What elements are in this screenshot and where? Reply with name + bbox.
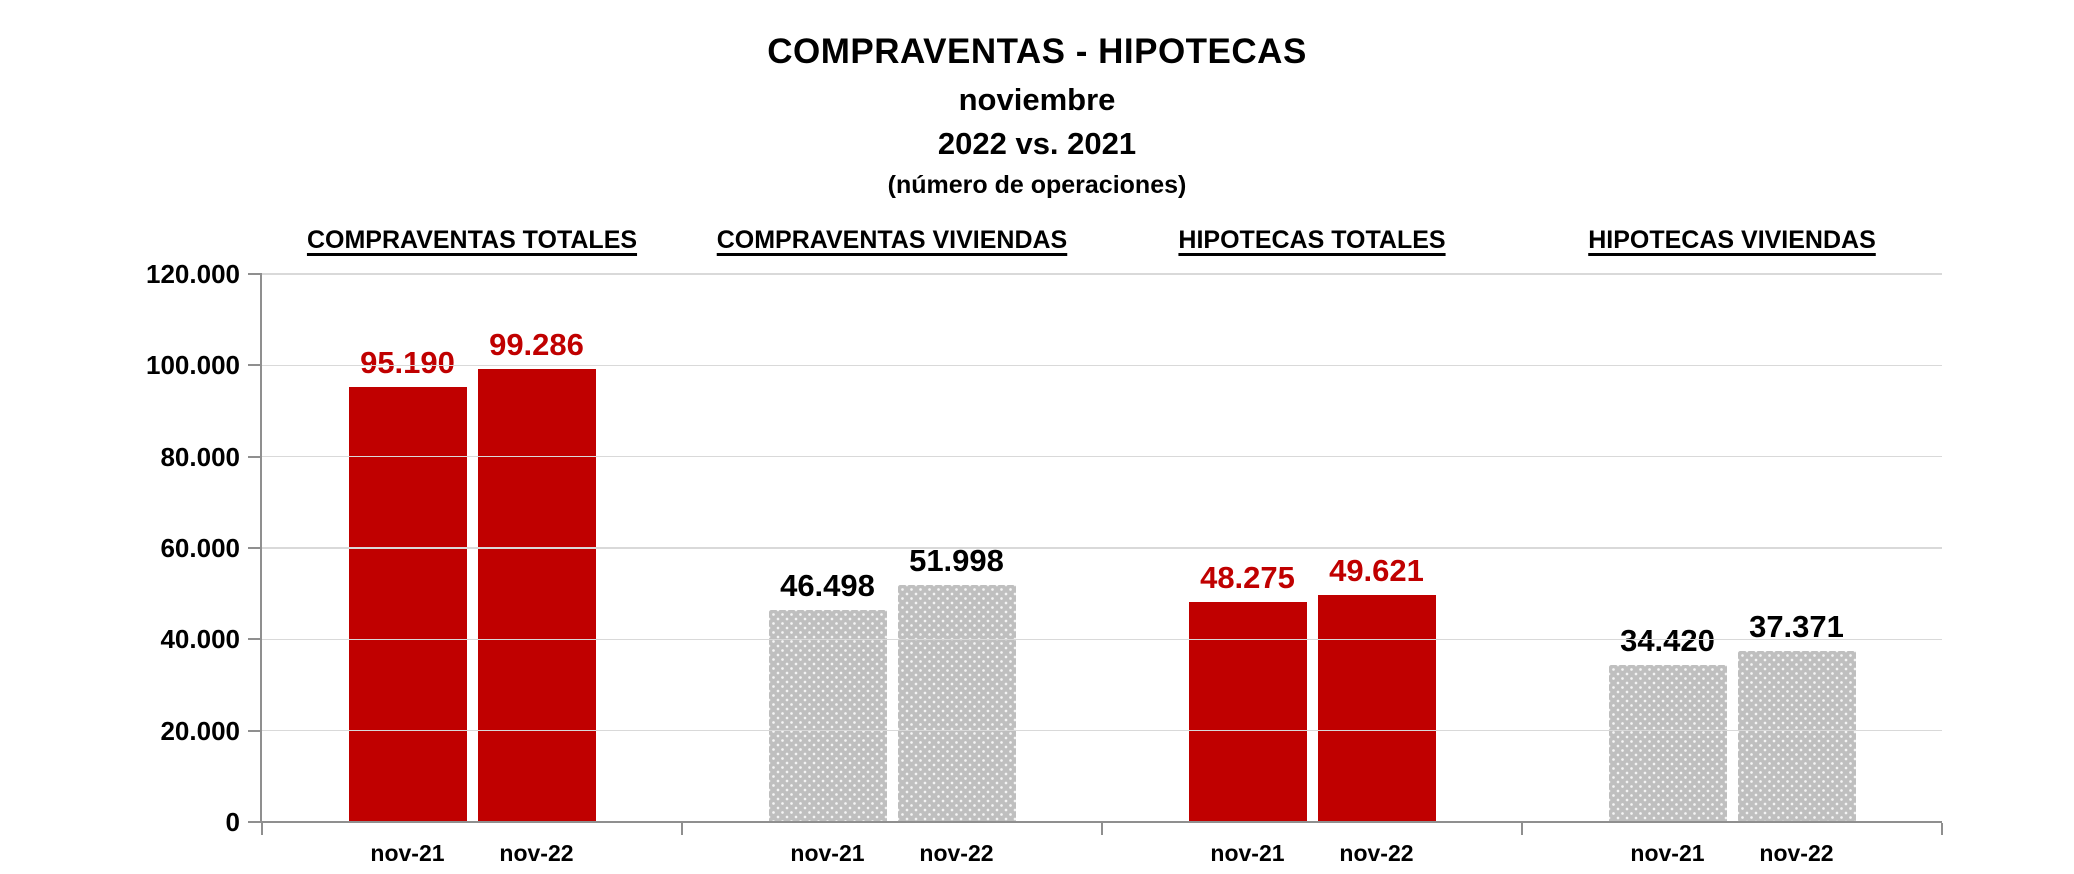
- y-axis-tick: [248, 273, 262, 275]
- y-tick-label: 60.000: [160, 533, 240, 563]
- plot-area: 95.190 99.286 46.498 51.998 48.275 49.621 34.4…: [262, 274, 1942, 822]
- y-tick-label: 20.000: [160, 715, 240, 746]
- y-tick-label: 100.000: [146, 350, 240, 381]
- x-tick-label: nov-22: [1759, 840, 1834, 866]
- bar-value-label: 95.190: [360, 345, 455, 381]
- bar: [1608, 664, 1727, 822]
- bar-value-label: 46.498: [780, 567, 875, 603]
- chart-unit-note: (número de operaciones): [887, 171, 1187, 199]
- bar: [348, 387, 467, 822]
- y-axis-line: [260, 274, 262, 822]
- bar: [1188, 601, 1307, 822]
- x-axis-tick: [1941, 823, 1943, 835]
- x-tick-label: nov-21: [790, 840, 865, 866]
- x-tick-label: nov-22: [499, 840, 574, 866]
- x-tick-label: nov-21: [1210, 840, 1285, 866]
- bar: [768, 609, 887, 822]
- chart-subtitle-years: 2022 vs. 2021: [937, 126, 1137, 161]
- bar: [477, 368, 596, 822]
- x-axis-tick: [1101, 823, 1103, 835]
- x-axis-tick: [681, 823, 683, 835]
- bar: [897, 584, 1016, 822]
- x-tick-label: nov-22: [1339, 840, 1414, 866]
- x-axis-tick: [1521, 823, 1523, 835]
- gridline: [262, 273, 1942, 275]
- bar: [1737, 651, 1856, 822]
- bar: [1317, 595, 1436, 822]
- y-tick-label: 40.000: [160, 624, 240, 655]
- bar-value-label: 49.621: [1329, 553, 1424, 589]
- bar-value-label: 99.286: [489, 326, 584, 362]
- gridline: [262, 364, 1942, 367]
- gridline: [262, 547, 1942, 549]
- x-tick-label: nov-21: [1630, 840, 1705, 866]
- y-axis-tick: [248, 364, 262, 367]
- gridline: [262, 638, 1942, 641]
- bar-value-label: 48.275: [1200, 559, 1295, 595]
- x-axis-tick: [261, 823, 263, 835]
- y-tick-label: 120.000: [146, 259, 240, 289]
- group-header: COMPRAVENTAS TOTALES: [306, 226, 638, 254]
- y-axis-tick: [248, 547, 262, 549]
- y-axis-tick: [248, 729, 262, 732]
- x-tick-label: nov-22: [919, 840, 994, 866]
- y-tick-label: 80.000: [160, 441, 240, 472]
- x-axis-line: [260, 821, 1942, 823]
- y-axis-tick: [248, 455, 262, 458]
- group-header: COMPRAVENTAS VIVIENDAS: [716, 226, 1068, 254]
- bar-value-label: 37.371: [1749, 609, 1844, 645]
- chart-title: COMPRAVENTAS - HIPOTECAS: [767, 32, 1307, 71]
- chart-subtitle-month: noviembre: [958, 82, 1116, 117]
- group-header: HIPOTECAS TOTALES: [1178, 226, 1446, 254]
- y-axis-tick: [248, 821, 262, 823]
- bar-value-label: 34.420: [1620, 622, 1715, 658]
- y-axis-tick: [248, 638, 262, 641]
- gridline: [262, 455, 1942, 458]
- gridline: [262, 729, 1942, 732]
- group-header: HIPOTECAS VIVIENDAS: [1588, 226, 1876, 254]
- y-tick-label: 0: [225, 807, 240, 837]
- x-tick-label: nov-21: [370, 840, 445, 866]
